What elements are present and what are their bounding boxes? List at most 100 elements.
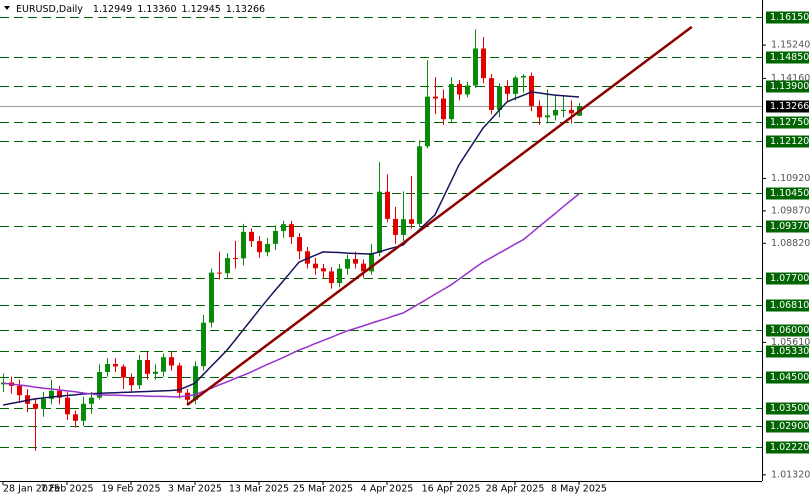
level-label-box xyxy=(766,441,809,454)
candle-body xyxy=(417,146,422,224)
candle-body xyxy=(177,365,182,393)
level-label: 1.14850 xyxy=(770,52,809,63)
plot-area xyxy=(0,17,762,451)
candle-body xyxy=(137,359,142,386)
level-label: 1.12750 xyxy=(770,117,809,128)
candle-body xyxy=(473,48,478,86)
candle-body xyxy=(257,241,262,253)
candle-body xyxy=(465,85,470,95)
candle-body xyxy=(393,218,398,235)
y-tick-label: 1.08820 xyxy=(771,238,810,249)
level-label: 1.09370 xyxy=(770,221,809,232)
candle-body xyxy=(81,403,86,421)
candle-body xyxy=(457,83,462,95)
candle-body xyxy=(113,363,118,367)
candle-body xyxy=(153,371,158,374)
candle-body xyxy=(569,109,574,114)
moving-average xyxy=(2,193,580,398)
x-tick-label: 28 Apr 2025 xyxy=(486,484,545,495)
level-label-box xyxy=(766,345,809,358)
level-label-box xyxy=(766,371,809,384)
candle-body xyxy=(561,109,566,111)
x-tick-label: 13 Mar 2025 xyxy=(229,484,289,495)
x-tick-label: 3 Mar 2025 xyxy=(168,484,222,495)
symbol: EURUSD,Daily xyxy=(16,4,83,15)
candle-body xyxy=(513,77,518,94)
level-label: 1.10450 xyxy=(770,188,809,199)
level-label-box xyxy=(766,402,809,415)
candle-body xyxy=(161,357,166,372)
menu-arrow[interactable] xyxy=(4,6,10,10)
x-tick-label: 19 Feb 2025 xyxy=(101,484,160,495)
candle-body xyxy=(281,224,286,231)
level-label: 1.04500 xyxy=(770,372,809,383)
candle-body xyxy=(273,230,278,244)
candle-body xyxy=(33,403,38,409)
level-label: 1.02900 xyxy=(770,421,809,432)
x-tick-label: 25 Mar 2025 xyxy=(293,484,353,495)
candle-body xyxy=(73,414,78,421)
candle-body xyxy=(25,395,30,404)
level-label: 1.02220 xyxy=(770,442,809,453)
candle-body xyxy=(545,115,550,118)
moving-average xyxy=(2,91,580,406)
candle-body xyxy=(129,377,134,386)
candle-body xyxy=(209,272,214,323)
candle-body xyxy=(249,231,254,242)
level-label: 1.06000 xyxy=(770,325,809,336)
candle-body xyxy=(537,105,542,118)
candle-body xyxy=(241,231,246,259)
candle-body xyxy=(521,75,526,78)
current-price-label: 1.13266 xyxy=(770,101,809,112)
candle-body xyxy=(449,83,454,120)
level-label-box xyxy=(766,11,809,24)
level-label: 1.07700 xyxy=(770,273,809,284)
candle-body xyxy=(313,263,318,269)
x-tick-label: 4 Apr 2025 xyxy=(361,484,414,495)
level-label: 1.13900 xyxy=(770,81,809,92)
x-tick-label: 7 Feb 2025 xyxy=(40,484,93,495)
candle-body xyxy=(225,258,230,274)
level-label: 1.06810 xyxy=(770,300,809,311)
x-tick-label: 8 May 2025 xyxy=(551,484,607,495)
level-label-box xyxy=(766,299,809,312)
candle-body xyxy=(145,359,150,374)
level-label-box xyxy=(766,272,809,285)
level-label-box xyxy=(766,420,809,433)
candle-body xyxy=(425,96,430,147)
candle-body xyxy=(409,219,414,224)
candle-body xyxy=(233,258,238,260)
candle-body xyxy=(201,322,206,367)
current-price-box xyxy=(766,100,809,113)
level-label: 1.12120 xyxy=(770,136,809,147)
candle-body xyxy=(121,366,126,378)
level-label-box xyxy=(766,324,809,337)
candle-body xyxy=(377,191,382,253)
candle-body xyxy=(289,224,294,238)
candle-body xyxy=(345,259,350,269)
x-tick-label: 28 Jan 2025 xyxy=(3,484,60,495)
header-value: 1.12945 xyxy=(182,4,221,15)
y-tick-label: 1.01320 xyxy=(771,469,810,480)
candle-body xyxy=(305,251,310,264)
candle-body xyxy=(105,363,110,373)
candle-body xyxy=(169,357,174,366)
candle-body xyxy=(329,271,334,284)
candle-body xyxy=(433,96,438,99)
candle-body xyxy=(361,263,366,272)
candle-body xyxy=(97,372,102,398)
level-label-box xyxy=(766,135,809,148)
candle-body xyxy=(441,98,446,120)
candle-body xyxy=(297,237,302,252)
candle-body xyxy=(65,397,70,415)
header-value: 1.13360 xyxy=(137,4,176,15)
level-label-box xyxy=(766,80,809,93)
header-value: 1.13266 xyxy=(226,4,265,15)
candle-body xyxy=(265,243,270,253)
y-tick-label: 1.14160 xyxy=(771,73,810,84)
y-tick-label: 1.05610 xyxy=(771,337,810,348)
chart-header: EURUSD,Daily 1.12949 1.13360 1.12945 1.13266 xyxy=(16,4,265,15)
candle-body xyxy=(369,252,374,272)
